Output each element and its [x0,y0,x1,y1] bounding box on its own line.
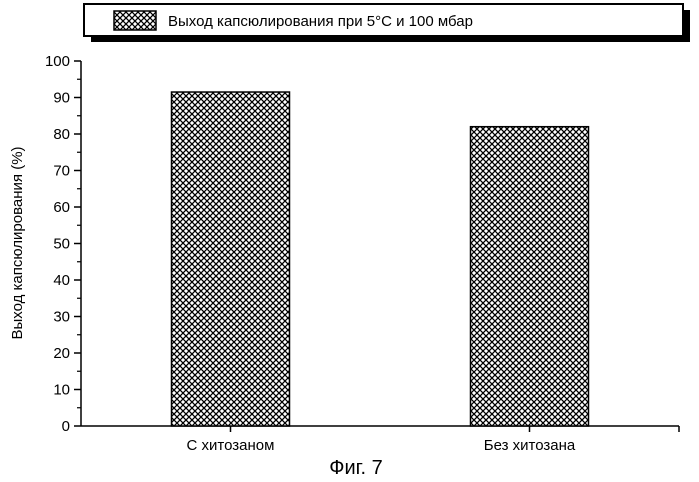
y-tick-label: 0 [62,418,70,435]
y-tick-label: 60 [53,199,70,216]
y-tick-label: 10 [53,382,70,399]
axes [81,61,679,432]
x-tick-label: Без хитозана [484,437,576,454]
bar-0 [172,92,290,426]
y-tick-label: 80 [53,126,70,143]
y-tick-label: 100 [45,53,70,70]
legend: Выход капсюлирования при 5°C и 100 мбар [84,4,690,42]
bars [172,92,589,432]
x-tick-label: С хитозаном [187,437,275,454]
y-ticks: 0 10 20 30 40 50 60 70 80 90 100 [45,53,81,435]
bar-1 [471,127,589,426]
legend-swatch [114,11,156,30]
x-tick-labels: С хитозаном Без хитозана [187,437,576,454]
y-axis-label: Выход капсюлирования (%) [9,146,26,339]
y-tick-label: 20 [53,345,70,362]
y-tick-label: 30 [53,309,70,326]
y-tick-label: 40 [53,272,70,289]
y-tick-label: 70 [53,163,70,180]
y-tick-label: 50 [53,236,70,253]
legend-label: Выход капсюлирования при 5°C и 100 мбар [168,13,473,30]
y-tick-label: 90 [53,90,70,107]
figure-caption: Фиг. 7 [329,457,382,479]
